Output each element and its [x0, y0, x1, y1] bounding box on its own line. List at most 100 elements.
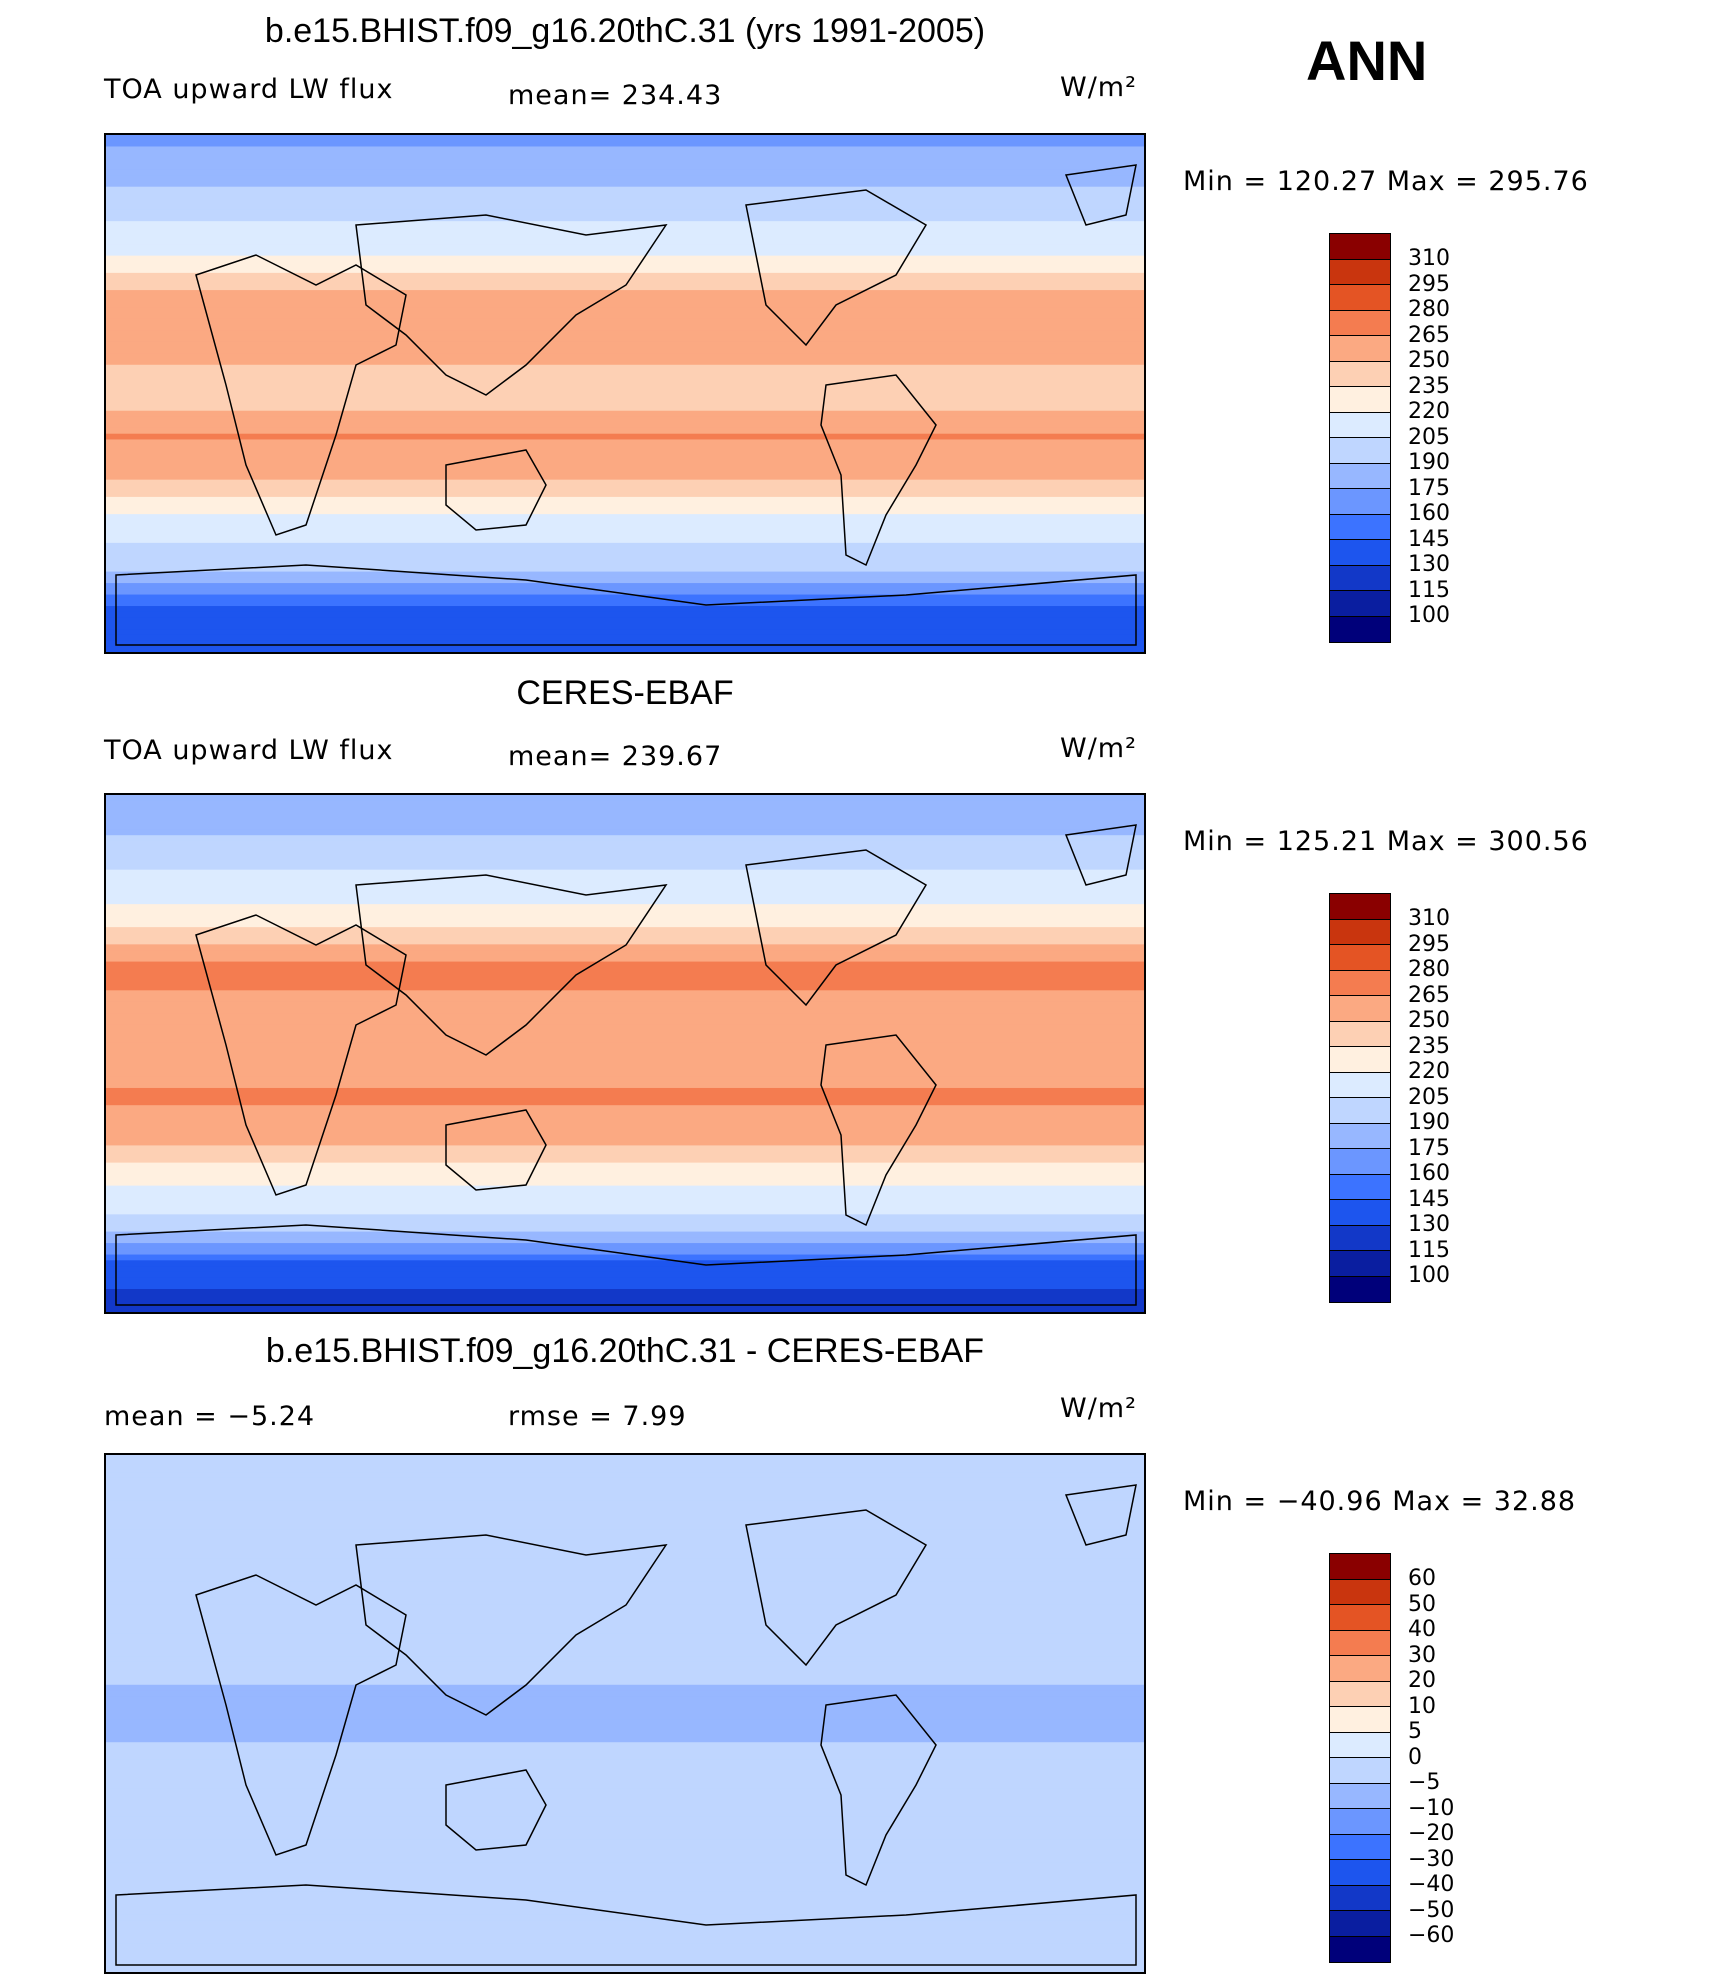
heatmap-band [106, 892, 1144, 899]
panel-3-minmax: Min = −40.96 Max = 32.88 [1183, 1486, 1577, 1517]
colorbar-swatch [1330, 259, 1390, 285]
heatmap-band [106, 1110, 1144, 1118]
heatmap-band [106, 278, 1144, 285]
colorbar-tick-label: 50 [1408, 1591, 1436, 1617]
heatmap-band [106, 1024, 1144, 1032]
heatmap-band [106, 393, 1144, 400]
colorbar-tick-label: 145 [1408, 1186, 1450, 1212]
coastline [820, 1694, 937, 1887]
colorbar-tick-label: 100 [1408, 603, 1450, 628]
heatmap-band [106, 1013, 1144, 1020]
heatmap-band [106, 1661, 1144, 1669]
heatmap-band [106, 795, 1144, 802]
heatmap-band [106, 1914, 1144, 1921]
heatmap-band [106, 1483, 1144, 1491]
panel-1-map-svg [106, 135, 1144, 652]
heatmap-band [106, 881, 1144, 888]
heatmap-band [106, 1455, 1144, 1462]
panel-1-variable-label: TOA upward LW flux [104, 74, 394, 105]
heatmap-band [106, 209, 1144, 217]
heatmap-band [106, 1225, 1144, 1233]
heatmap-band [106, 588, 1144, 596]
heatmap-band [106, 1931, 1144, 1939]
colorbar-tick-label: 250 [1408, 348, 1450, 373]
heatmap-band [106, 249, 1144, 257]
heatmap-band [106, 1087, 1144, 1095]
colorbar-swatch [1330, 894, 1390, 920]
colorbar-tick-label: 190 [1408, 450, 1450, 475]
heatmap-band [106, 1943, 1144, 1950]
heatmap-band [106, 1960, 1144, 1967]
heatmap-band [106, 462, 1144, 469]
heatmap-band [106, 1202, 1144, 1210]
heatmap-band [106, 519, 1144, 527]
heatmap-band [106, 427, 1144, 435]
heatmap-band [106, 1283, 1144, 1290]
heatmap-band [106, 1719, 1144, 1726]
heatmap-band [106, 1799, 1144, 1807]
heatmap-band [106, 1477, 1144, 1485]
heatmap-band [106, 1289, 1144, 1296]
heatmap-band [106, 203, 1144, 211]
heatmap-band [106, 1001, 1144, 1009]
heatmap-band [106, 996, 1144, 1003]
heatmap-band [106, 1788, 1144, 1795]
heatmap-band [106, 1093, 1144, 1101]
heatmap-band [106, 370, 1144, 377]
colorbar-swatch [1330, 310, 1390, 336]
heatmap-band [106, 835, 1144, 842]
coastline [445, 449, 547, 531]
heatmap-band [106, 146, 1144, 153]
colorbar-swatch [1330, 1681, 1390, 1707]
heatmap-band [106, 1099, 1144, 1106]
colorbar-swatch [1330, 1174, 1390, 1200]
heatmap-band [106, 1179, 1144, 1187]
heatmap-band [106, 1208, 1144, 1215]
colorbar-swatch [1330, 1936, 1390, 1962]
colorbar-swatch [1330, 1783, 1390, 1809]
heatmap-band [106, 514, 1144, 521]
heatmap-band [106, 1782, 1144, 1789]
heatmap-band [106, 1174, 1144, 1181]
heatmap-band [106, 600, 1144, 607]
heatmap-band [106, 537, 1144, 544]
heatmap-band [106, 404, 1144, 412]
colorbar-tick-label: 220 [1408, 399, 1450, 424]
heatmap-band [106, 932, 1144, 940]
heatmap-band [106, 1139, 1144, 1147]
heatmap-band [106, 238, 1144, 245]
heatmap-band [106, 806, 1144, 813]
heatmap-band [106, 1116, 1144, 1124]
coastline [820, 374, 937, 567]
heatmap-band [106, 1770, 1144, 1778]
colorbar-swatch [1330, 361, 1390, 387]
heatmap-band [106, 909, 1144, 917]
heatmap-band [106, 255, 1144, 262]
colorbar-tick-label: −5 [1408, 1770, 1441, 1795]
heatmap-band [106, 1248, 1144, 1256]
colorbar-tick-label: −40 [1408, 1872, 1455, 1897]
heatmap-band [106, 382, 1144, 389]
colorbar-tick-label: 115 [1408, 577, 1450, 603]
heatmap-band [106, 1082, 1144, 1089]
heatmap-band [106, 1891, 1144, 1898]
heatmap-band [106, 1793, 1144, 1801]
heatmap-band [106, 817, 1144, 825]
heatmap-band [106, 1162, 1144, 1169]
heatmap-band [106, 496, 1144, 504]
heatmap-band [106, 1185, 1144, 1192]
heatmap-band [106, 318, 1144, 326]
heatmap-band [106, 359, 1144, 366]
colorbar-tick-label: 295 [1408, 931, 1450, 957]
heatmap-band [106, 1220, 1144, 1227]
colorbar-tick-label: 160 [1408, 501, 1450, 526]
heatmap-band [106, 1592, 1144, 1600]
colorbar-tick-label: 130 [1408, 1212, 1450, 1237]
panel-3-title: b.e15.BHIST.f09_g16.20thC.31 - CERES-EBA… [265, 1332, 985, 1370]
colorbar-swatch [1330, 438, 1390, 464]
heatmap-band [106, 1105, 1144, 1112]
heatmap-band [106, 140, 1144, 148]
colorbar-swatch [1330, 1885, 1390, 1911]
heatmap-band [106, 157, 1144, 165]
panel-3-rmse: rmse = 7.99 [508, 1401, 687, 1432]
